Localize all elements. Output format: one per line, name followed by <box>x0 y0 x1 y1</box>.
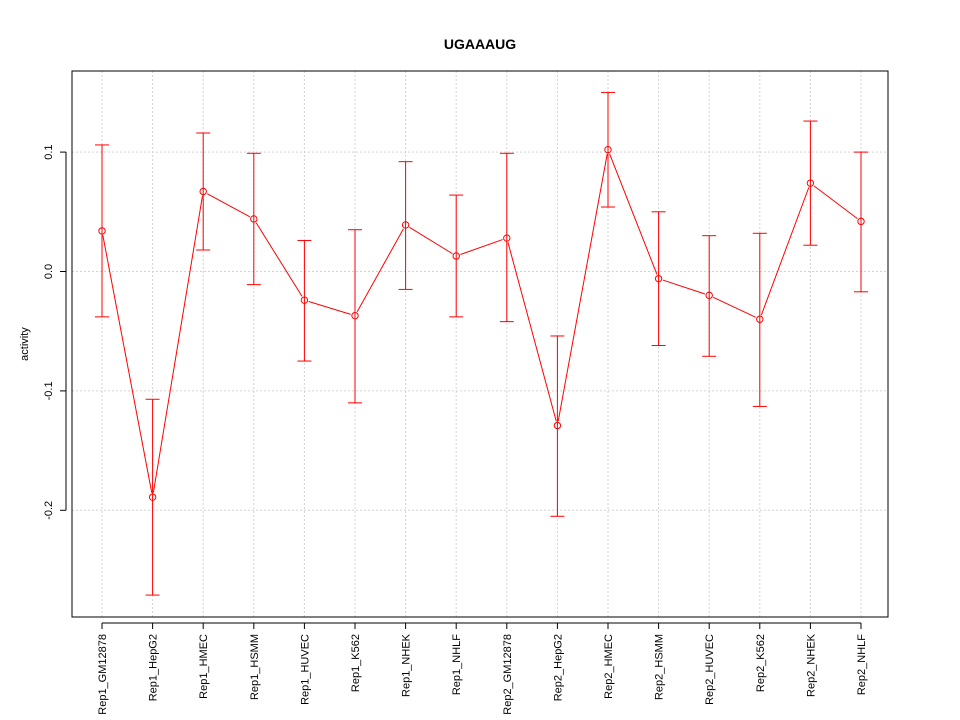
data-point <box>806 179 815 187</box>
grid <box>72 71 888 617</box>
x-tick-label: Rep2_HMEC <box>603 634 615 699</box>
x-tick-label: Rep1_HUVEC <box>299 634 311 705</box>
data-point <box>199 187 207 196</box>
x-tick-label: Rep2_HUVEC <box>704 634 716 705</box>
series-segment <box>356 228 404 312</box>
x-tick-label: Rep1_HMEC <box>198 634 210 699</box>
series-segment <box>152 195 203 493</box>
x-axis: Rep1_GM12878 Rep1_HepG2 Rep1_HMEC Rep1_HSMM… <box>97 622 868 715</box>
data-point <box>401 221 410 229</box>
data-point <box>654 274 663 283</box>
data-point <box>857 217 865 226</box>
x-tick-label: Rep2_GM12878 <box>502 634 514 715</box>
data-point <box>756 315 764 323</box>
x-tick-label: Rep2_HepG2 <box>552 634 564 701</box>
series-segment <box>713 296 756 318</box>
series-segment <box>662 279 706 295</box>
plot-box <box>71 70 889 618</box>
y-axis: -0.2 -0.1 0.0 0.1 <box>43 144 67 520</box>
y-tick-label: 0.1 <box>43 144 55 159</box>
data-point <box>705 291 713 300</box>
series-segment <box>255 222 303 297</box>
series-segment <box>609 153 658 275</box>
x-tick-label: Rep1_NHEK <box>401 633 413 697</box>
y-axis-label: activity <box>19 327 31 361</box>
series-segment <box>507 242 557 422</box>
x-tick-label: Rep2_NHEK <box>805 633 817 697</box>
series-segment <box>102 235 153 493</box>
data-point <box>148 493 157 501</box>
series-segment <box>206 193 251 218</box>
series-segment <box>409 226 453 255</box>
y-tick-label: -0.2 <box>43 501 55 520</box>
x-tick-label: Rep1_K562 <box>350 634 362 692</box>
y-tick-label: -0.1 <box>43 381 55 400</box>
data-point <box>503 234 511 242</box>
series-segment <box>813 185 858 220</box>
series-segment <box>308 300 351 315</box>
x-tick-label: Rep1_HSMM <box>249 634 261 700</box>
data-point <box>452 252 460 260</box>
data-point <box>250 215 258 223</box>
data-point <box>553 421 562 430</box>
x-tick-label: Rep2_HSMM <box>654 634 666 700</box>
x-tick-label: Rep1_GM12878 <box>97 634 109 715</box>
series-segment <box>760 187 810 316</box>
series-segment <box>460 239 503 255</box>
chart-title: UGAAAUG <box>444 36 516 52</box>
x-tick-label: Rep2_NHLF <box>856 634 868 695</box>
data-point <box>98 227 106 235</box>
x-tick-label: Rep1_NHLF <box>451 634 463 695</box>
data-point <box>300 296 309 304</box>
data-point <box>604 146 612 154</box>
y-tick-label: 0.0 <box>43 264 55 279</box>
series <box>95 91 868 596</box>
series-segment <box>557 154 608 422</box>
x-tick-label: Rep2_K562 <box>755 634 767 692</box>
x-tick-label: Rep1_HepG2 <box>148 634 160 701</box>
data-point <box>351 311 359 320</box>
